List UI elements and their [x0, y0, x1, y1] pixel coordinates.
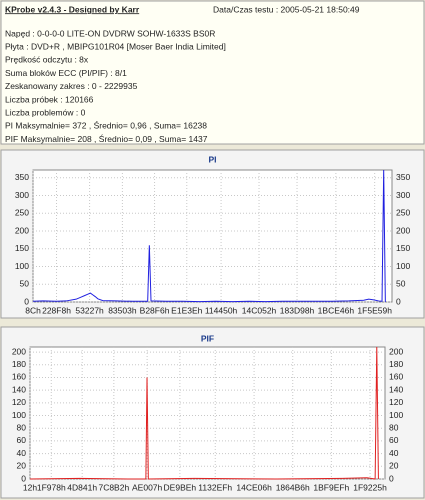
x-tick-label: 1BF9EFh [313, 482, 349, 492]
x-tick-label: 12h [23, 482, 37, 492]
x-tick-label: 14CE06h [236, 482, 272, 492]
x-tick-label: DE9BEh [164, 482, 197, 492]
y-tick-label-right: 40 [389, 448, 399, 458]
chart-title: PIF [201, 333, 214, 343]
y-tick-label: 100 [15, 261, 29, 271]
data-line [29, 346, 379, 480]
y-tick-label: 180 [12, 359, 26, 369]
x-tick-label: 1F9225h [353, 482, 387, 492]
info-lines: Napęd : 0-0-0-0 LITE-ON DVDRW SOHW-1633S… [5, 28, 226, 144]
y-tick-label: 150 [15, 243, 29, 253]
info-line: Suma bloków ECC (PI/PIF) : 8/1 [5, 68, 127, 78]
y-tick-label-right: 140 [389, 384, 403, 394]
test-date: Data/Czas testu : 2005-05-21 18:50:49 [213, 4, 360, 14]
y-tick-label: 0 [21, 473, 26, 483]
data-line [32, 169, 386, 303]
x-tick-label: 83503h [108, 305, 137, 315]
y-tick-label-right: 150 [396, 243, 410, 253]
x-tick-label: 183D98h [280, 305, 315, 315]
x-tick-label: 4D841h [67, 482, 97, 492]
y-tick-label: 60 [17, 435, 27, 445]
x-tick-label: 14C052h [242, 305, 277, 315]
y-tick-label: 100 [12, 410, 26, 420]
x-tick-label: B28F6h [140, 305, 170, 315]
y-tick-label-right: 160 [389, 372, 403, 382]
x-tick-label: 1F5E59h [357, 305, 392, 315]
chart-title: PI [208, 154, 216, 164]
y-tick-label-right: 50 [396, 279, 406, 289]
y-tick-label: 200 [12, 346, 26, 356]
y-tick-label: 120 [12, 397, 26, 407]
x-tick-label: 1F978h [37, 482, 66, 492]
y-tick-label-right: 300 [396, 190, 410, 200]
x-tick-label: AE007h [132, 482, 163, 492]
x-tick-label: 8Ch [25, 305, 41, 315]
info-line: Liczba problemów : 0 [5, 107, 86, 117]
y-tick-label: 40 [17, 448, 27, 458]
info-line: PI Maksymalnie= 372 , Średnio= 0,96 , Su… [5, 120, 207, 131]
y-tick-label-right: 80 [389, 422, 399, 432]
y-tick-label-right: 100 [396, 261, 410, 271]
y-tick-label: 50 [20, 279, 30, 289]
y-tick-label-right: 180 [389, 359, 403, 369]
info-line: PIF Maksymalnie= 208 , Średnio= 0,09 , S… [5, 133, 208, 144]
y-tick-label-right: 100 [389, 410, 403, 420]
y-tick-label-right: 20 [389, 461, 399, 471]
y-tick-label: 140 [12, 384, 26, 394]
y-tick-label-right: 250 [396, 208, 410, 218]
y-tick-label-right: 200 [396, 225, 410, 235]
y-tick-label-right: 60 [389, 435, 399, 445]
info-panel [0, 0, 425, 145]
info-line: Liczba próbek : 120166 [5, 94, 94, 104]
x-tick-label: 228F8h [42, 305, 71, 315]
y-tick-label-right: 0 [389, 473, 394, 483]
y-tick-label: 0 [24, 296, 29, 306]
x-tick-label: 53227h [75, 305, 104, 315]
y-tick-label: 80 [17, 422, 27, 432]
x-tick-label: 1864B6h [276, 482, 310, 492]
plot-area [29, 346, 386, 480]
y-tick-label: 350 [15, 172, 29, 182]
x-tick-label: 1BCE46h [318, 305, 355, 315]
y-tick-label: 20 [17, 461, 27, 471]
info-line: Płyta : DVD+R , MBIPG101R04 [Moser Baer … [5, 41, 226, 51]
info-line: Napęd : 0-0-0-0 LITE-ON DVDRW SOHW-1633S… [5, 28, 215, 38]
x-tick-label: E1E3Eh [171, 305, 202, 315]
y-tick-label: 300 [15, 190, 29, 200]
y-tick-label-right: 0 [396, 296, 401, 306]
y-tick-label: 200 [15, 225, 29, 235]
y-tick-label: 160 [12, 372, 26, 382]
plot-area [32, 169, 393, 303]
app-title: KProbe v2.4.3 - Designed by Karr [5, 4, 140, 14]
y-tick-label-right: 120 [389, 397, 403, 407]
x-tick-label: 114450h [205, 305, 238, 315]
y-tick-label: 250 [15, 208, 29, 218]
info-line: Zeskanowany zakres : 0 - 2229935 [5, 81, 138, 91]
info-line: Prędkość odczytu : 8x [5, 55, 89, 65]
x-tick-label: 7C8B2h [98, 482, 129, 492]
x-tick-label: 1132EFh [198, 482, 232, 492]
y-tick-label-right: 350 [396, 172, 410, 182]
y-tick-label-right: 200 [389, 346, 403, 356]
